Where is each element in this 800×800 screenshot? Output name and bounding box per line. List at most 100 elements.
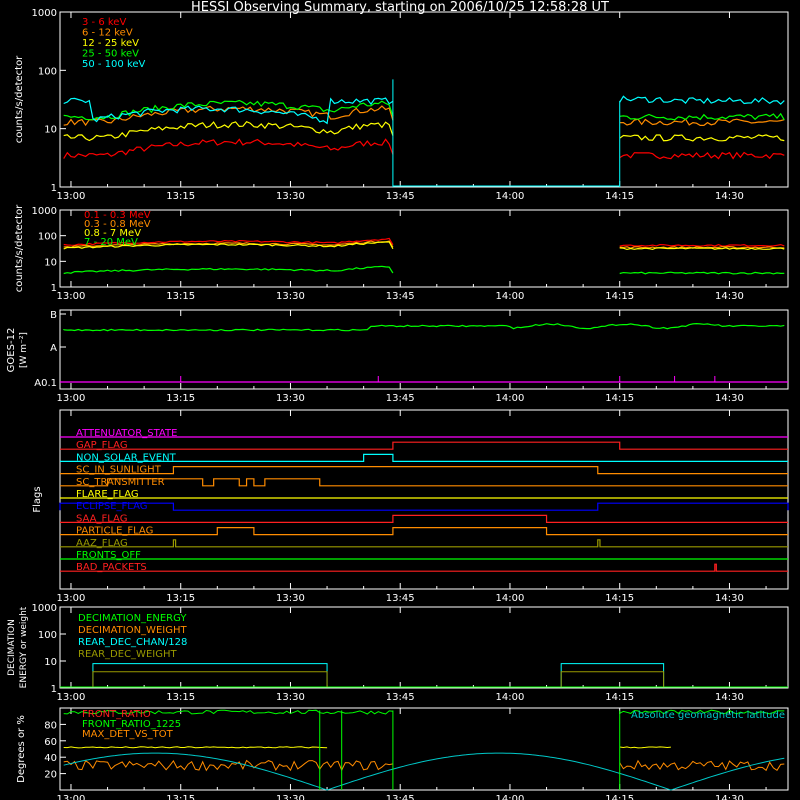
rear-dec-chan-line xyxy=(92,663,328,687)
flag-line xyxy=(60,527,788,536)
decimation-legend-entry: REAR_DEC_WEIGHT xyxy=(78,649,177,660)
hxr-legend-entry: 3 - 6 keV xyxy=(82,17,126,28)
flag-label: ECLIPSE_FLAG xyxy=(76,501,147,512)
x-tick-label: 13:00 xyxy=(57,794,86,800)
x-tick-label: 13:15 xyxy=(166,794,195,800)
hxr-series-line xyxy=(63,95,785,125)
hxr-legend-entry: 12 - 25 keV xyxy=(82,38,139,49)
flag-label: PARTICLE_FLAG xyxy=(76,526,153,537)
hxr-y-label: counts/s/detector xyxy=(14,55,25,143)
y-tick-label: 1000 xyxy=(32,8,57,19)
ratio-y-label: Degrees or % xyxy=(16,715,27,783)
x-tick-label: 13:30 xyxy=(276,794,305,800)
y-tick-label: 80 xyxy=(44,720,57,731)
ratio-panel-frame xyxy=(59,707,789,791)
gamma-series-line xyxy=(63,265,785,275)
ratio-legend-entry: FRONT_RATIO xyxy=(82,709,151,720)
x-tick-label: 13:15 xyxy=(166,393,195,404)
ratio-legend-entry: FRONT_RATIO_1225 xyxy=(82,719,181,730)
hxr-legend-entry: 50 - 100 keV xyxy=(82,59,146,70)
gamma-series-line xyxy=(63,237,785,247)
y-tick-label: 100 xyxy=(38,232,57,243)
x-tick-label: 14:30 xyxy=(715,191,744,202)
x-tick-label: 14:15 xyxy=(605,393,634,404)
x-tick-label: 14:30 xyxy=(715,291,744,302)
flag-line xyxy=(60,514,788,523)
decimation-y-label: DECIMATION xyxy=(7,619,17,676)
goes-y-tick-label: A xyxy=(50,343,57,354)
flag-label: SC_TRANSMITTER xyxy=(76,477,165,488)
x-tick-label: 14:15 xyxy=(605,593,634,604)
x-tick-label: 14:00 xyxy=(496,291,525,302)
flag-line xyxy=(60,453,788,462)
x-tick-label: 14:15 xyxy=(605,291,634,302)
gamma-panel-frame xyxy=(59,209,789,288)
x-tick-label: 14:30 xyxy=(715,794,744,800)
y-tick-label: 10 xyxy=(44,657,57,668)
goes-y-tick-label: B xyxy=(50,310,57,321)
hxr-series-line xyxy=(63,120,785,142)
x-tick-label: 13:15 xyxy=(166,291,195,302)
x-tick-label: 13:30 xyxy=(276,393,305,404)
gamma-legend-entry: 7 - 20 MeV xyxy=(84,237,138,248)
y-tick-label: 100 xyxy=(38,66,57,77)
rear-dec-weight-line xyxy=(92,671,328,687)
rear-dec-weight-line xyxy=(560,671,665,687)
y-tick-label: 1000 xyxy=(32,206,57,217)
flag-line xyxy=(60,441,788,450)
decimation-y-label: ENERGY or weight xyxy=(19,606,29,688)
x-tick-label: 13:15 xyxy=(166,593,195,604)
x-tick-label: 13:00 xyxy=(57,692,86,703)
front-ratio-line xyxy=(63,746,671,749)
rear-dec-chan-line xyxy=(560,663,665,687)
flag-line xyxy=(60,563,788,572)
decimation-panel-frame xyxy=(59,606,789,689)
goes-long-line xyxy=(63,322,785,332)
flags-panel-frame xyxy=(59,409,789,590)
flag-label: FLARE_FLAG xyxy=(76,489,139,500)
x-tick-label: 14:00 xyxy=(496,393,525,404)
flags-y-label: Flags xyxy=(32,486,43,512)
y-tick-label: 20 xyxy=(44,770,57,781)
x-tick-label: 14:15 xyxy=(605,191,634,202)
x-tick-label: 13:45 xyxy=(386,191,415,202)
x-tick-label: 13:30 xyxy=(276,692,305,703)
x-tick-label: 13:45 xyxy=(386,291,415,302)
x-tick-label: 13:45 xyxy=(386,593,415,604)
flag-label: AAZ_FLAG xyxy=(76,538,128,549)
geomag-latitude-line xyxy=(63,752,785,791)
decimation-legend-entry: DECIMATION_ENERGY xyxy=(78,613,187,624)
max-det-line xyxy=(63,759,785,772)
hxr-series-line xyxy=(63,138,785,160)
flag-label: BAD_PACKETS xyxy=(76,562,147,573)
front-ratio-1225-line xyxy=(63,709,785,715)
hxr-legend-entry: 6 - 12 keV xyxy=(82,28,133,39)
flag-line xyxy=(60,539,788,548)
gamma-series-line xyxy=(63,241,785,251)
ratio-legend-entry: Absolute geomagnetic latitude xyxy=(631,710,785,721)
x-tick-label: 13:30 xyxy=(276,593,305,604)
goes-panel-frame xyxy=(59,309,789,390)
y-tick-label: 60 xyxy=(44,737,57,748)
flag-label: ATTENUATOR_STATE xyxy=(76,428,177,439)
y-tick-label: 100 xyxy=(38,630,57,641)
x-tick-label: 14:30 xyxy=(715,393,744,404)
flag-label: NON_SOLAR_EVENT xyxy=(76,452,177,463)
y-tick-label: 1000 xyxy=(32,603,57,614)
gamma-legend-entry: 0.3 - 0.8 MeV xyxy=(84,219,151,230)
flag-label: SAA_FLAG xyxy=(76,513,127,524)
goes-y-units: [W m⁻²] xyxy=(19,332,29,368)
decimation-legend-entry: DECIMATION_WEIGHT xyxy=(78,625,187,636)
y-tick-label: 1 xyxy=(51,684,57,695)
x-tick-label: 14:30 xyxy=(715,593,744,604)
hxr-legend-entry: 25 - 50 keV xyxy=(82,49,139,60)
x-tick-label: 14:00 xyxy=(496,692,525,703)
x-tick-label: 14:00 xyxy=(496,593,525,604)
y-tick-label: 10 xyxy=(44,257,57,268)
y-tick-label: 1 xyxy=(51,183,57,194)
gamma-legend-entry: 0.1 - 0.3 MeV xyxy=(84,210,151,221)
x-tick-label: 13:00 xyxy=(57,393,86,404)
x-tick-label: 14:15 xyxy=(605,794,634,800)
x-tick-label: 13:30 xyxy=(276,191,305,202)
